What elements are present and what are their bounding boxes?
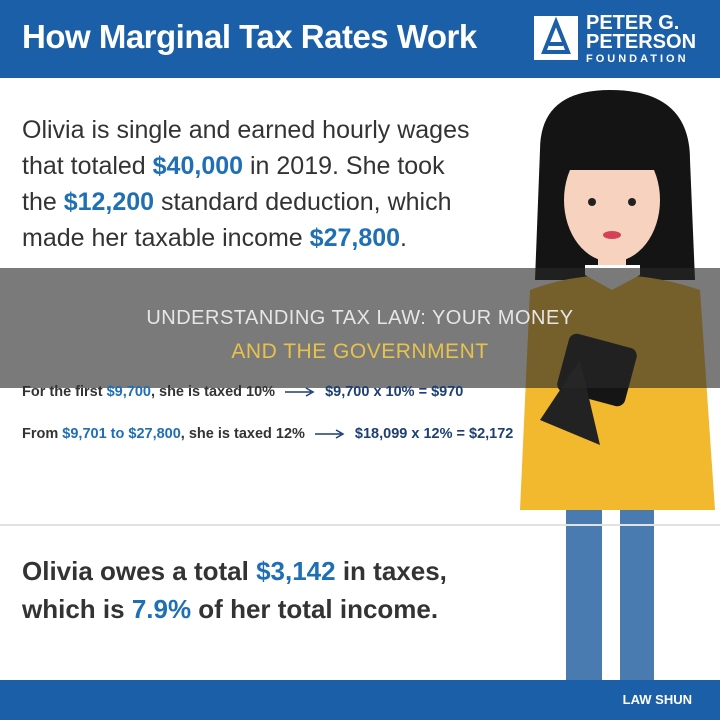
overlay-band: [0, 268, 720, 388]
highlight-text: $9,701 to $27,800: [62, 426, 181, 442]
bangs: [562, 130, 665, 170]
highlight-text: 7.9%: [131, 594, 192, 624]
mouth: [603, 231, 621, 239]
footer-bar: [0, 680, 720, 720]
text: For the first: [22, 384, 107, 400]
highlight-text: $40,000: [152, 152, 244, 180]
eye: [588, 198, 596, 206]
eye: [628, 198, 636, 206]
text: of her total income.: [191, 594, 439, 624]
highlight-text: $18,099 x 12% = $2,172: [354, 426, 514, 442]
text: .: [400, 224, 407, 252]
illustration: [520, 90, 715, 680]
highlight-text: $9,700: [106, 384, 151, 400]
leg: [620, 490, 654, 680]
text: , she is taxed 10%: [150, 384, 276, 400]
header-bar: [0, 0, 720, 78]
text: , she is taxed 12%: [180, 426, 305, 442]
calculation-row: From $9,701 to $27,800, she is taxed 12%…: [22, 426, 513, 442]
calculation-row: For the first $9,700, she is taxed 10% $9…: [22, 384, 463, 400]
summary: Olivia owes a total $3,142 in taxes, whi…: [22, 552, 472, 628]
highlight-text: $9,700 x 10% = $970: [325, 384, 464, 400]
logo-glyph: [541, 16, 571, 54]
logo-line: PETERSON: [586, 31, 697, 53]
text: in taxes, which is: [22, 556, 447, 624]
arrow: [285, 387, 315, 397]
intro-paragraph: Olivia is single and earned hourly wages…: [22, 112, 482, 256]
text: standard deduction, which made her taxab…: [22, 188, 452, 252]
text: Olivia owes a total: [22, 556, 257, 586]
text: in 2019. She took the: [22, 152, 445, 216]
leg: [566, 490, 602, 680]
banner-line: AND THE GOVERNMENT: [231, 340, 489, 363]
highlight-text: $3,142: [256, 556, 336, 586]
arrow: [314, 429, 345, 439]
logo-text: PETER G. PETERSON FOUNDATION: [586, 12, 697, 66]
banner-line: UNDERSTANDING TAX LAW: YOUR MONEY: [146, 307, 574, 329]
title: How Marginal Tax Rates Work: [22, 18, 477, 55]
brand: LAW SHUN: [622, 692, 692, 707]
highlight-text: $27,800: [309, 224, 401, 252]
logo-line: FOUNDATION: [586, 53, 689, 65]
separator: [0, 524, 720, 526]
text: From: [22, 426, 63, 442]
text: Olivia is single and earned hourly wages…: [22, 116, 470, 180]
highlight-text: $12,200: [63, 188, 155, 216]
logo-line: PETER G.: [586, 12, 680, 34]
logo-icon: [534, 16, 578, 60]
